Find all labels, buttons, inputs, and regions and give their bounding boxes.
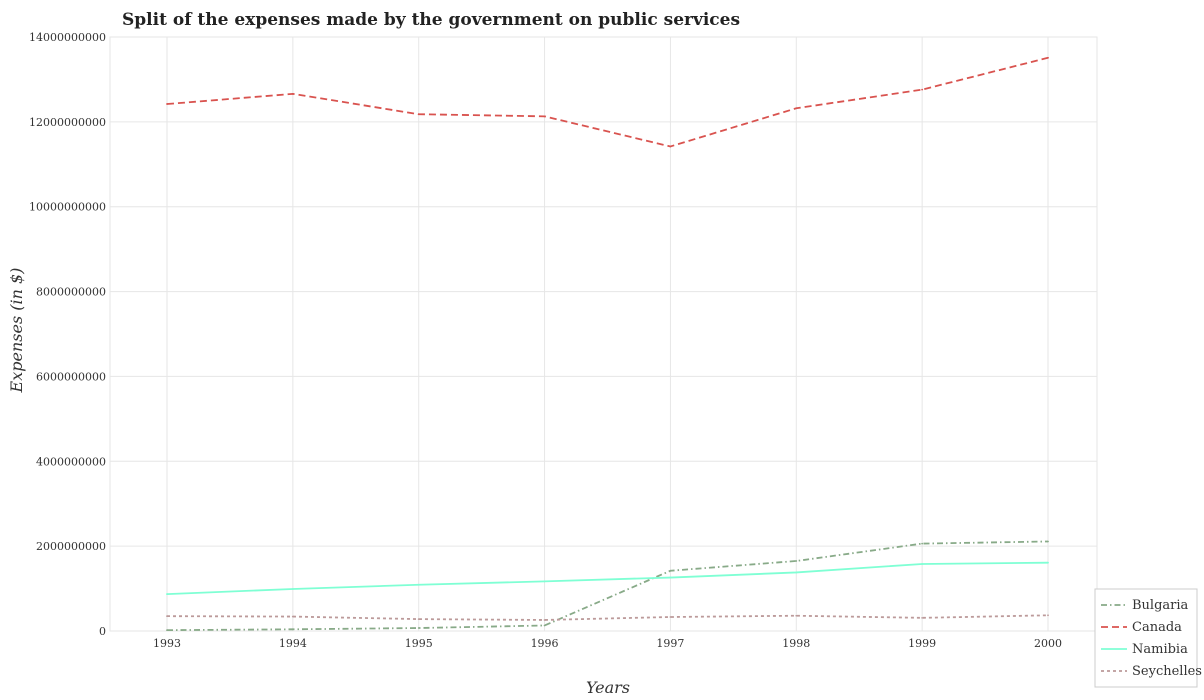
x-axis-label: Years [586, 678, 630, 697]
data-point-bulgaria [1047, 540, 1049, 543]
data-point-canada [921, 88, 924, 91]
legend-label-canada: Canada [1132, 620, 1182, 635]
data-point-namibia [291, 588, 294, 590]
chart-title: Split of the expenses made by the govern… [122, 10, 740, 30]
data-point-bulgaria [291, 628, 294, 631]
legend-label-seychelles: Seychelles [1132, 664, 1202, 679]
series-line-canada [166, 56, 1049, 148]
data-point-seychelles [291, 615, 294, 618]
data-point-bulgaria [669, 569, 672, 572]
data-point-bulgaria [166, 629, 168, 632]
y-axis-label: Expenses (in $) [7, 268, 26, 394]
y-tick-label: 8000000000 [36, 286, 106, 299]
data-point-bulgaria [795, 560, 798, 562]
data-point-canada [291, 92, 294, 95]
data-point-bulgaria [543, 624, 546, 627]
data-point-namibia [417, 583, 420, 586]
data-point-namibia [166, 593, 168, 595]
data-point-seychelles [669, 616, 672, 618]
data-point-namibia [669, 576, 672, 579]
x-tick-label: 1999 [908, 637, 936, 650]
y-tick-label: 6000000000 [36, 370, 106, 383]
x-tick-label: 1996 [531, 637, 559, 650]
data-point-canada [669, 145, 672, 148]
data-point-canada [166, 103, 168, 105]
data-point-seychelles [166, 615, 168, 618]
legend-box [1094, 588, 1198, 688]
x-tick-label: 1993 [153, 637, 181, 650]
data-point-bulgaria [417, 627, 420, 629]
series-line-namibia [166, 561, 1049, 595]
data-point-canada [1047, 56, 1049, 59]
data-point-seychelles [795, 614, 798, 617]
data-point-bulgaria [921, 542, 924, 545]
data-point-canada [795, 107, 798, 110]
y-tick-label: 12000000000 [29, 116, 106, 129]
legend: Bulgaria Canada Namibia Seychelles [1094, 588, 1202, 688]
series-line-bulgaria [166, 540, 1049, 632]
y-tick-label: 2000000000 [36, 540, 106, 553]
y-tick-label: 0 [99, 625, 106, 638]
legend-label-namibia: Namibia [1132, 642, 1188, 657]
data-point-seychelles [417, 618, 420, 621]
plot-frame [109, 36, 1098, 632]
axes: 0 2000000000 4000000000 6000000000 800000000… [29, 31, 1062, 650]
y-tick-label: 14000000000 [29, 31, 106, 44]
data-point-namibia [921, 563, 924, 565]
data-point-namibia [1047, 561, 1049, 564]
series-line-seychelles [166, 614, 1049, 621]
y-tick-label: 4000000000 [36, 455, 106, 468]
data-point-seychelles [543, 619, 546, 621]
data-point-namibia [795, 571, 798, 574]
data-point-canada [417, 113, 420, 116]
data-point-canada [543, 115, 546, 118]
y-tick-label: 10000000000 [29, 201, 106, 214]
x-tick-label: 2000 [1034, 637, 1062, 650]
x-tick-label: 1995 [405, 637, 433, 650]
legend-label-bulgaria: Bulgaria [1132, 598, 1189, 613]
x-tick-label: 1994 [279, 637, 307, 650]
data-point-seychelles [921, 616, 924, 619]
grid [109, 36, 1098, 632]
data-point-namibia [543, 580, 546, 583]
data-point-seychelles [1047, 614, 1049, 617]
x-tick-label: 1997 [656, 637, 684, 650]
x-tick-label: 1998 [782, 637, 810, 650]
series-layer [166, 56, 1049, 632]
